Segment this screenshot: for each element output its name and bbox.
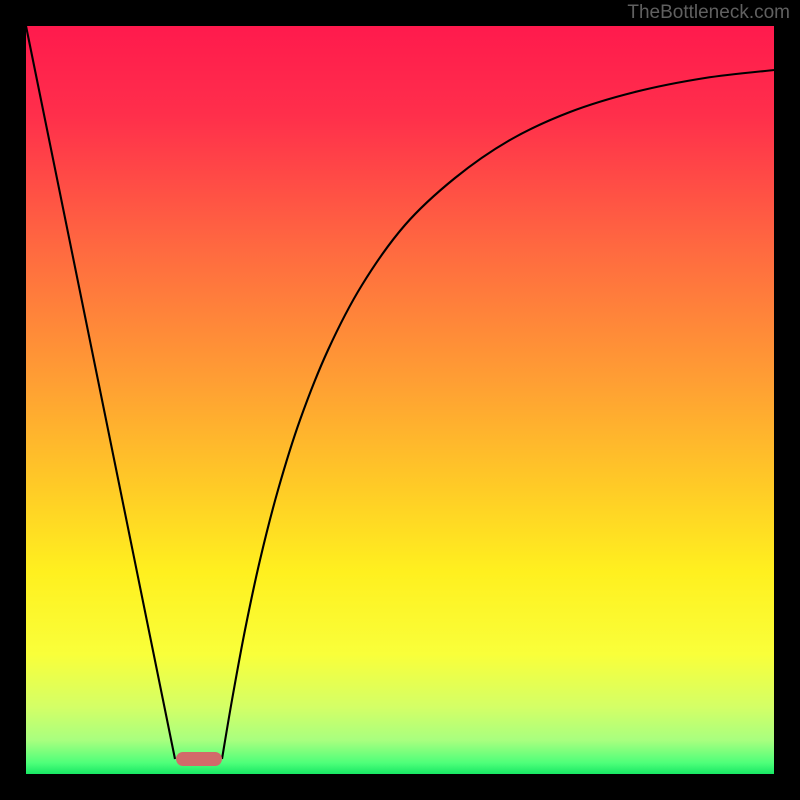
watermark-text: TheBottleneck.com	[627, 2, 790, 24]
chart-container: TheBottleneck.com	[0, 0, 800, 800]
plot-background	[26, 26, 774, 774]
bottleneck-chart	[0, 0, 800, 800]
optimal-marker	[176, 752, 222, 766]
